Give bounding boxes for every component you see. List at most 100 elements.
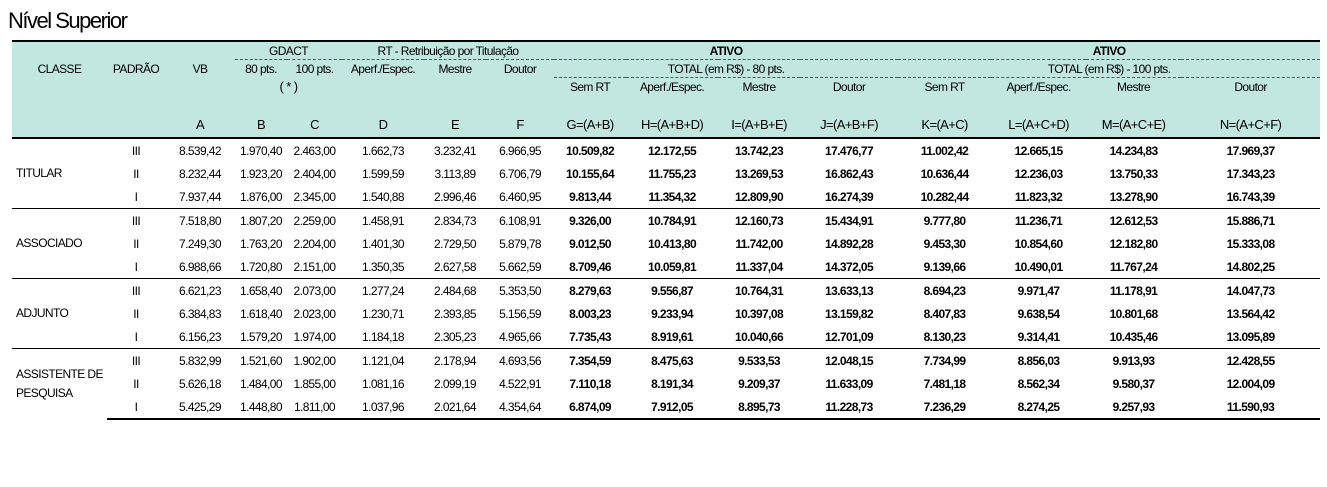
value-cell: 7.937,44 — [179, 189, 222, 204]
value-cell: 12.665,15 — [991, 137, 1087, 162]
padrao-cell: I — [134, 259, 138, 274]
padrao-cell: III — [107, 348, 165, 372]
col-letter: H=(A+B+D) — [626, 112, 719, 139]
value-cell: 2.073,00 — [287, 278, 343, 302]
value-cell: 10.397,08 — [735, 306, 784, 321]
ativo-80-header: ATIVO — [554, 40, 899, 60]
value-cell: 4.522,91 — [499, 376, 542, 391]
doutor-100-header: Doutor — [1181, 77, 1321, 95]
table-row: I 5.425,29 1.448,80 1.811,00 1.037,96 2.021,6… — [12, 395, 1321, 420]
value-cell: 4.965,66 — [499, 329, 542, 344]
padrao-cell: II — [133, 376, 139, 391]
value-cell: 2.729,50 — [434, 236, 477, 251]
value-cell: 8.895,73 — [718, 395, 801, 420]
value-cell: 1.458,91 — [342, 208, 425, 232]
value-cell: 6.460,95 — [499, 189, 542, 204]
padrao-cell: I — [107, 395, 165, 420]
value-cell: 10.413,80 — [648, 236, 697, 251]
value-cell: 2.259,00 — [287, 208, 343, 232]
value-cell: 9.326,00 — [554, 208, 627, 232]
value-cell: 8.539,42 — [165, 137, 235, 162]
table-row: ADJUNTO III 6.621,23 1.658,40 2.073,00 1.277,… — [12, 278, 1321, 349]
col-letter: F — [486, 112, 555, 139]
value-cell: 14.047,73 — [1181, 278, 1321, 302]
value-cell: 7.518,80 — [165, 208, 235, 232]
value-cell: 12.172,55 — [626, 137, 719, 162]
value-cell: 11.228,73 — [800, 395, 899, 420]
value-cell: 11.823,32 — [1014, 189, 1063, 204]
table-row: ASSISTENTE DE PESQUISA III 5.832,99 1.521,6… — [12, 348, 1321, 419]
value-cell: 2.463,00 — [287, 137, 343, 162]
value-cell: 9.638,54 — [1017, 306, 1061, 321]
value-cell: 5.832,99 — [165, 348, 235, 372]
value-cell: 14.892,28 — [825, 236, 874, 251]
padrao-cell: I — [134, 329, 138, 344]
value-cell: 9.556,87 — [626, 278, 719, 302]
value-cell: 12.048,15 — [800, 348, 899, 372]
value-cell: 8.856,03 — [991, 348, 1087, 372]
mestre-100-header: Mestre — [1086, 77, 1182, 95]
value-cell: 6.706,79 — [499, 166, 542, 181]
value-cell: 8.232,44 — [179, 166, 222, 181]
value-cell: 6.156,23 — [179, 329, 222, 344]
value-cell: 13.095,89 — [1226, 329, 1276, 344]
value-cell: 10.636,44 — [920, 166, 970, 181]
value-cell: 3.232,41 — [424, 137, 487, 162]
col-letter: B — [235, 112, 287, 139]
gdact-note: ( * ) — [235, 77, 343, 95]
value-cell: 2.178,94 — [424, 348, 487, 372]
value-cell: 1.876,00 — [240, 189, 283, 204]
col-letter: C — [287, 112, 343, 139]
value-cell: 2.021,64 — [424, 395, 487, 420]
value-cell: 2.151,00 — [293, 259, 337, 274]
value-cell: 1.923,20 — [240, 166, 283, 181]
value-cell: 13.750,33 — [1109, 166, 1159, 181]
value-cell: 8.407,83 — [923, 306, 967, 321]
value-cell: 9.580,37 — [1112, 376, 1156, 391]
vb-header: VB — [165, 59, 235, 78]
value-cell: 5.156,59 — [499, 306, 542, 321]
value-cell: 2.023,00 — [293, 306, 337, 321]
value-cell: 12.701,09 — [825, 329, 874, 344]
value-cell: 12.612,53 — [1086, 208, 1182, 232]
value-cell: 1.448,80 — [235, 395, 287, 420]
aperf-80-header: Aperf./Espec. — [626, 77, 719, 95]
value-cell: 7.912,05 — [626, 395, 719, 420]
value-cell: 11.236,71 — [991, 208, 1087, 232]
value-cell: 10.435,46 — [1109, 329, 1159, 344]
table-row: I 6.988,66 1.720,80 2.151,00 1.350,35 2.627,5… — [12, 255, 1320, 279]
value-cell: 7.236,29 — [898, 395, 992, 420]
value-cell: 10.282,44 — [920, 189, 970, 204]
col-letter: E — [424, 112, 487, 139]
ativo-100-header: ATIVO — [898, 40, 1321, 60]
value-cell: 1.658,40 — [235, 278, 287, 302]
value-cell: 1.662,73 — [342, 137, 425, 162]
value-cell: 6.874,09 — [554, 395, 627, 420]
value-cell: 6.384,83 — [179, 306, 222, 321]
value-cell: 9.913,93 — [1086, 348, 1182, 372]
value-cell: 2.484,68 — [424, 278, 487, 302]
value-cell: 1.974,00 — [293, 329, 337, 344]
sem-rt-100-header: Sem RT — [898, 77, 992, 95]
col-letter: A — [165, 112, 235, 139]
value-cell: 1.807,20 — [235, 208, 287, 232]
value-cell: 8.130,23 — [923, 329, 967, 344]
value-cell: 6.988,66 — [179, 259, 222, 274]
value-cell: 7.354,59 — [554, 348, 627, 372]
classe-cell: ASSISTENTE DE PESQUISA — [12, 348, 107, 419]
value-cell: 1.230,71 — [362, 306, 405, 321]
value-cell: 12.182,80 — [1109, 236, 1159, 251]
value-cell: 8.274,25 — [991, 395, 1087, 420]
value-cell: 13.742,23 — [718, 137, 801, 162]
value-cell: 9.139,66 — [923, 259, 967, 274]
table-row: I 6.156,23 1.579,20 1.974,00 1.184,18 2.305,2… — [12, 325, 1320, 349]
value-cell: 5.425,29 — [165, 395, 235, 420]
value-cell: 1.579,20 — [240, 329, 283, 344]
value-cell: 1.855,00 — [293, 376, 337, 391]
value-cell: 11.590,93 — [1181, 395, 1321, 420]
value-cell: 7.481,18 — [923, 376, 967, 391]
value-cell: 13.633,13 — [800, 278, 899, 302]
value-cell: 7.249,30 — [179, 236, 222, 251]
padrao-cell: I — [134, 189, 138, 204]
value-cell: 8.709,46 — [569, 259, 612, 274]
